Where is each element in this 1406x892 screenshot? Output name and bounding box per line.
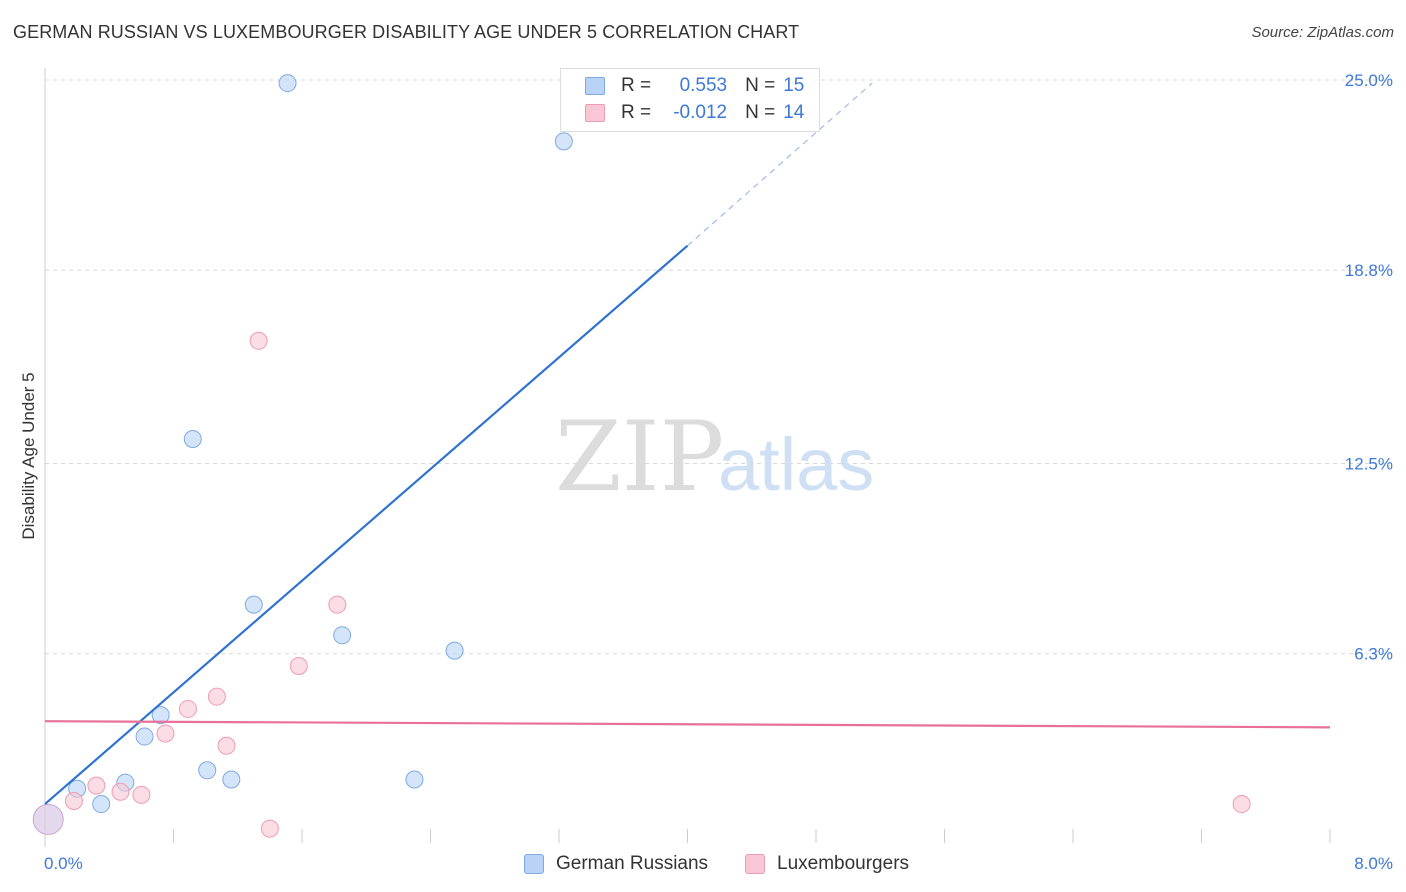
legend-n-label: N = xyxy=(745,102,776,123)
luxembourgers-point xyxy=(87,776,106,795)
luxembourgers-point xyxy=(249,331,268,350)
german-russians-point xyxy=(278,74,297,93)
german-russians-point xyxy=(333,626,352,645)
legend-r-value: 0.553 xyxy=(679,75,728,96)
luxembourgers-point xyxy=(132,785,151,804)
y-tick-label: 12.5% xyxy=(1345,455,1393,474)
german-russians-point xyxy=(445,641,464,660)
german-russians-point xyxy=(135,727,154,746)
luxembourgers-point xyxy=(207,687,226,706)
luxembourgers-point xyxy=(217,736,236,755)
legend-r-label: R = xyxy=(621,75,652,96)
legend-label: Luxembourgers xyxy=(777,853,910,874)
legend-r-label: R = xyxy=(621,102,652,123)
legend-swatch-blue xyxy=(585,77,605,95)
grid-lines xyxy=(45,79,1392,655)
trend-lines xyxy=(44,82,1331,805)
axes xyxy=(44,68,1331,847)
legend-row-german-russians: R = 0.553 N = 15 xyxy=(585,74,804,98)
correlation-legend: R = 0.553 N = 15 R = -0.012 N = 14 xyxy=(560,68,820,132)
x-tick-label: 8.0% xyxy=(1354,854,1393,873)
chart-title: GERMAN RUSSIAN VS LUXEMBOURGER DISABILIT… xyxy=(13,22,800,42)
legend-swatch-pink xyxy=(585,104,605,122)
german-russians-point xyxy=(405,770,424,789)
luxembourgers-point xyxy=(328,595,347,614)
legend-n-label: N = xyxy=(745,75,776,96)
german-russians-trend-extension xyxy=(687,82,873,247)
origin-cluster-point xyxy=(32,803,64,835)
luxembourgers-point xyxy=(111,782,130,801)
luxembourgers-point xyxy=(64,791,83,810)
y-tick-label: 6.3% xyxy=(1354,645,1393,664)
y-axis-label: Disability Age Under 5 xyxy=(19,372,38,539)
german-russians-point xyxy=(183,429,202,448)
source-label: Source: ZipAtlas.com xyxy=(1251,24,1394,41)
german-russians-point xyxy=(222,770,241,789)
y-tick-label: 18.8% xyxy=(1345,261,1393,280)
legend-swatch-pink xyxy=(745,854,765,874)
german-russians-trend-line xyxy=(44,244,689,805)
luxembourgers-point xyxy=(156,724,175,743)
y-tick-label: 25.0% xyxy=(1345,71,1393,90)
legend-n-value: 14 xyxy=(783,102,805,123)
german-russians-point xyxy=(92,795,111,814)
luxembourgers-point xyxy=(1232,795,1251,814)
luxembourgers-point xyxy=(289,656,308,675)
watermark: ZIP atlas xyxy=(555,401,874,513)
legend-item-german-russians[interactable]: German Russians xyxy=(524,852,708,876)
luxembourgers-trend-line xyxy=(44,720,1331,729)
german-russians-point xyxy=(151,706,170,725)
legend-row-luxembourgers: R = -0.012 N = 14 xyxy=(585,101,804,125)
legend-label: German Russians xyxy=(556,853,709,874)
x-tick-labels: 0.0% 8.0% xyxy=(44,854,1393,873)
german-russians-point xyxy=(554,132,573,151)
legend-r-value: -0.012 xyxy=(673,102,728,123)
legend-swatch-blue xyxy=(524,854,544,874)
luxembourgers-point xyxy=(178,699,197,718)
legend-item-luxembourgers[interactable]: Luxembourgers xyxy=(745,852,909,876)
x-tick-label: 0.0% xyxy=(44,854,83,873)
watermark-zip: ZIP xyxy=(555,401,724,513)
watermark-atlas: atlas xyxy=(718,423,874,506)
data-points xyxy=(32,74,1251,838)
y-tick-labels: 6.3% 12.5% 18.8% 25.0% xyxy=(1345,71,1393,664)
german-russians-point xyxy=(198,761,217,780)
legend-n-value: 15 xyxy=(783,75,805,96)
german-russians-point xyxy=(244,595,263,614)
luxembourgers-point xyxy=(260,819,279,838)
